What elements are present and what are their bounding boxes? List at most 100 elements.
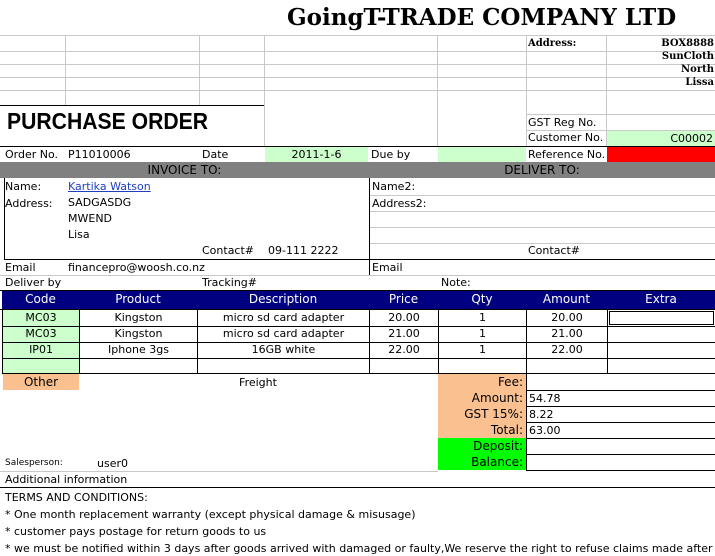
table-cell-code[interactable]: MC03: [25, 327, 57, 340]
due-by-label: Due by: [371, 148, 411, 161]
border: [607, 309, 608, 373]
column-header-price[interactable]: Price: [369, 291, 438, 309]
border: [0, 105, 264, 106]
border: [369, 178, 370, 260]
column-header-extra[interactable]: Extra: [607, 291, 715, 309]
border: [0, 290, 715, 291]
terms-line: * One month replacement warranty (except…: [5, 508, 416, 521]
reference-no-value[interactable]: [607, 147, 715, 162]
border: [526, 470, 715, 471]
border: [2, 309, 3, 373]
amount-value: 54.78: [529, 392, 561, 405]
table-cell-qty[interactable]: 1: [479, 343, 486, 356]
address-line: SADGASDG: [68, 196, 132, 209]
table-cell-amount: 21.00: [551, 327, 583, 340]
contact-value[interactable]: 09-111 2222: [268, 244, 339, 257]
email-label: Email: [5, 261, 36, 274]
table-cell-code[interactable]: MC03: [25, 311, 57, 324]
address-label: Address:: [5, 197, 53, 210]
border: [4, 178, 5, 260]
grid-line: [370, 195, 715, 196]
border: [438, 309, 439, 373]
border: [526, 422, 715, 423]
fee-label: Fee:: [438, 374, 526, 390]
date-label: Date: [202, 148, 229, 161]
grid-line: [0, 275, 715, 276]
table-cell-qty[interactable]: 1: [479, 327, 486, 340]
table-cell-product[interactable]: Iphone 3gs: [108, 343, 169, 356]
amount-label: Amount:: [438, 390, 526, 406]
table-cell-code[interactable]: IP01: [29, 343, 53, 356]
other-label: Other: [3, 374, 79, 390]
salesperson-value[interactable]: user0: [97, 457, 128, 470]
grid-line: [199, 35, 200, 105]
border: [0, 487, 715, 488]
due-by-value[interactable]: [438, 147, 526, 162]
name2-label: Name2:: [372, 180, 416, 193]
address-line: MWEND: [68, 212, 113, 225]
table-cell-product[interactable]: Kingston: [114, 311, 163, 324]
column-header-code[interactable]: Code: [2, 291, 79, 309]
company-name: GoingT-TRADE COMPANY LTD: [287, 4, 677, 31]
code-cell-bg: [3, 327, 79, 342]
freight-label: Freight: [239, 376, 277, 389]
deliver-to-header: DELIVER TO:: [369, 162, 715, 178]
email-value[interactable]: financepro@woosh.co.nz: [68, 261, 205, 274]
grid-line: [0, 64, 715, 65]
customer-no-value[interactable]: C00002: [607, 131, 715, 146]
border: [4, 259, 715, 260]
code-cell-bg: [3, 343, 79, 358]
order-no-value[interactable]: P11010006: [68, 148, 131, 161]
grid-line: [370, 227, 715, 228]
table-cell-product[interactable]: Kingston: [114, 327, 163, 340]
gst-reg-label: GST Reg No.: [528, 116, 597, 129]
column-header-description[interactable]: Description: [197, 291, 369, 309]
table-cell-price[interactable]: 22.00: [388, 343, 420, 356]
address-line: Lisa: [68, 228, 90, 241]
grid-line: [0, 35, 715, 36]
table-cell-description[interactable]: micro sd card adapter: [222, 327, 345, 340]
column-header-product[interactable]: Product: [79, 291, 197, 309]
company-address-line: North: [681, 64, 714, 75]
column-header-amount[interactable]: Amount: [526, 291, 607, 309]
deliver-by-label: Deliver by: [5, 276, 62, 289]
customer-name-link[interactable]: Kartika Watson: [68, 180, 151, 193]
grid-line: [264, 35, 265, 146]
table-cell-price[interactable]: 21.00: [388, 327, 420, 340]
tracking-label: Tracking#: [202, 276, 258, 289]
border: [526, 374, 527, 470]
deliver-contact-label: Contact#: [528, 244, 581, 257]
date-value[interactable]: 2011-1-6: [265, 147, 368, 162]
deposit-label: Deposit:: [438, 438, 526, 454]
table-cell-description[interactable]: micro sd card adapter: [222, 311, 345, 324]
invoice-to-header: INVOICE TO:: [0, 162, 369, 178]
grid-line: [526, 35, 527, 146]
table-cell-price[interactable]: 20.00: [388, 311, 420, 324]
border: [526, 438, 715, 439]
extra-selected-cell[interactable]: [609, 311, 714, 325]
salesperson-label: Salesperson:: [5, 458, 63, 468]
company-address-line: SunCloth: [661, 51, 714, 62]
table-cell-qty[interactable]: 1: [479, 311, 486, 324]
table-cell-amount: 22.00: [551, 343, 583, 356]
grid-line: [0, 90, 715, 91]
name-label: Name:: [5, 180, 42, 193]
border: [526, 390, 715, 391]
border: [2, 373, 715, 374]
column-header-qty[interactable]: Qty: [438, 291, 526, 309]
border: [369, 309, 370, 373]
grid-line: [526, 130, 715, 131]
page-title: PURCHASE ORDER: [7, 108, 209, 134]
grid-line: [437, 35, 438, 146]
note-label: Note:: [441, 276, 471, 289]
balance-label: Balance:: [438, 454, 526, 470]
border: [197, 309, 198, 373]
grid-line: [370, 243, 715, 244]
grid-line: [0, 471, 438, 472]
grid-line: [65, 35, 66, 105]
table-cell-description[interactable]: 16GB white: [251, 343, 316, 356]
border: [0, 309, 715, 310]
table-cell-amount: 20.00: [551, 311, 583, 324]
grid-line: [526, 114, 715, 115]
gst-label: GST 15%:: [438, 406, 526, 422]
